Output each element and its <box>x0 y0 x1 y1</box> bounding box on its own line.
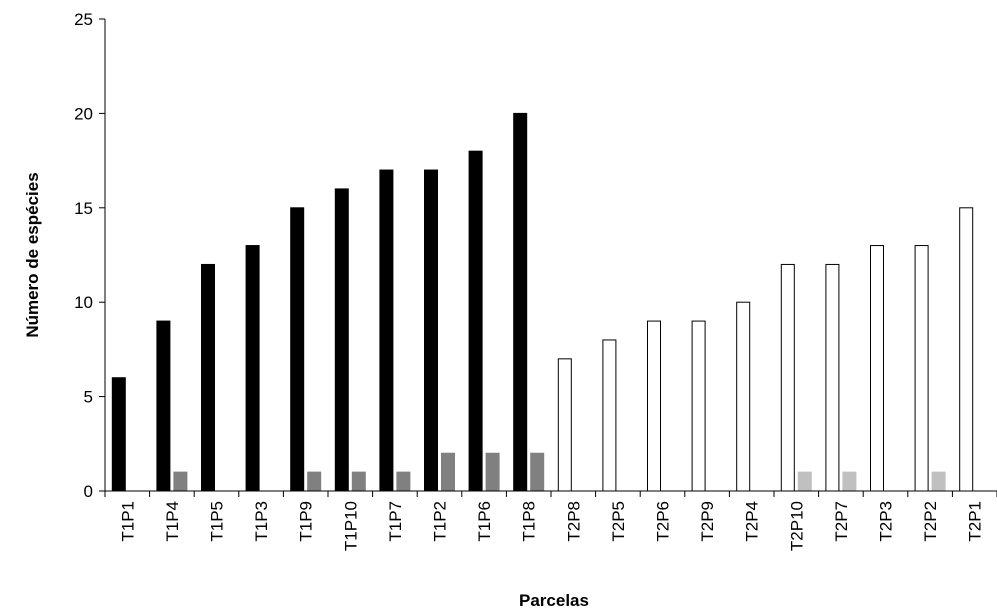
y-axis-ticks: 0 5 10 15 20 25 <box>74 10 105 501</box>
x-tick-label: T1P4 <box>163 501 182 542</box>
x-tick-label: T2P2 <box>921 501 940 542</box>
y-tick-label: 5 <box>84 388 93 407</box>
y-axis-title: Número de espécies <box>23 172 42 337</box>
bar-series-1 <box>736 301 751 492</box>
bar-series-1 <box>959 207 974 492</box>
y-tick-label: 10 <box>74 293 93 312</box>
bar-series-1 <box>780 263 795 492</box>
bar-series-2 <box>396 471 411 492</box>
x-tick-label: T2P10 <box>787 501 806 551</box>
x-tick-label: T1P1 <box>118 501 137 542</box>
bar-series-1 <box>647 320 661 492</box>
x-tick-label: T1P6 <box>475 501 494 542</box>
y-tick-label: 25 <box>74 10 93 29</box>
bar-series-1 <box>156 320 171 492</box>
x-tick-label: T1P3 <box>252 501 271 542</box>
x-tick-label: T1P5 <box>208 501 227 542</box>
bar-series-1 <box>557 358 572 492</box>
bar-series-1 <box>111 377 126 492</box>
y-tick-label: 15 <box>74 199 93 218</box>
bar-series-2 <box>530 452 545 492</box>
bar-series-1 <box>468 150 483 492</box>
x-tick-label: T2P9 <box>698 501 717 542</box>
y-tick-label: 0 <box>84 482 93 501</box>
bar-series-2 <box>842 471 857 492</box>
bar-series-1 <box>334 188 349 492</box>
x-tick-label: T2P1 <box>966 501 985 542</box>
bar-series-2 <box>307 471 322 492</box>
bar-series-1 <box>290 207 305 492</box>
bar-series-1 <box>379 169 394 492</box>
x-tick-label: T2P8 <box>564 501 583 542</box>
x-tick-label: T1P10 <box>341 501 360 551</box>
x-tick-label: T1P2 <box>431 501 450 542</box>
bar-series-2 <box>173 471 188 492</box>
bar-series-1 <box>245 245 260 492</box>
bar-series-1 <box>602 339 617 492</box>
bar-series-1 <box>201 263 215 492</box>
x-tick-label: T2P7 <box>832 501 851 542</box>
bar-series-1 <box>825 263 840 492</box>
bar-series-1 <box>691 320 706 492</box>
x-tick-label: T2P6 <box>654 501 673 542</box>
x-tick-label: T2P3 <box>877 501 896 542</box>
bar-series-1 <box>870 245 884 492</box>
bar-series-2 <box>351 471 366 492</box>
x-tick-label: T1P9 <box>297 501 316 542</box>
bar-series-1 <box>513 112 528 492</box>
bar-series-2 <box>485 452 500 492</box>
x-axis-title: Parcelas <box>519 591 589 610</box>
bar-series-2 <box>441 452 455 492</box>
bar-series-2 <box>931 471 946 492</box>
x-tick-label: T2P5 <box>609 501 628 542</box>
x-axis-ticks: T1P1 T1P4 T1P5 T1P3 T1P9 T1P10 T1P7 T1P2 T1P6 T1P… <box>104 491 997 551</box>
bar-series-1 <box>914 245 929 492</box>
x-tick-label: T2P4 <box>743 501 762 542</box>
x-tick-label: T1P8 <box>520 501 539 542</box>
bar-series-1 <box>424 169 438 492</box>
bar-series-2 <box>797 471 812 492</box>
x-tick-label: T1P7 <box>386 501 405 542</box>
y-tick-label: 20 <box>74 104 93 123</box>
bars-layer <box>111 112 974 492</box>
